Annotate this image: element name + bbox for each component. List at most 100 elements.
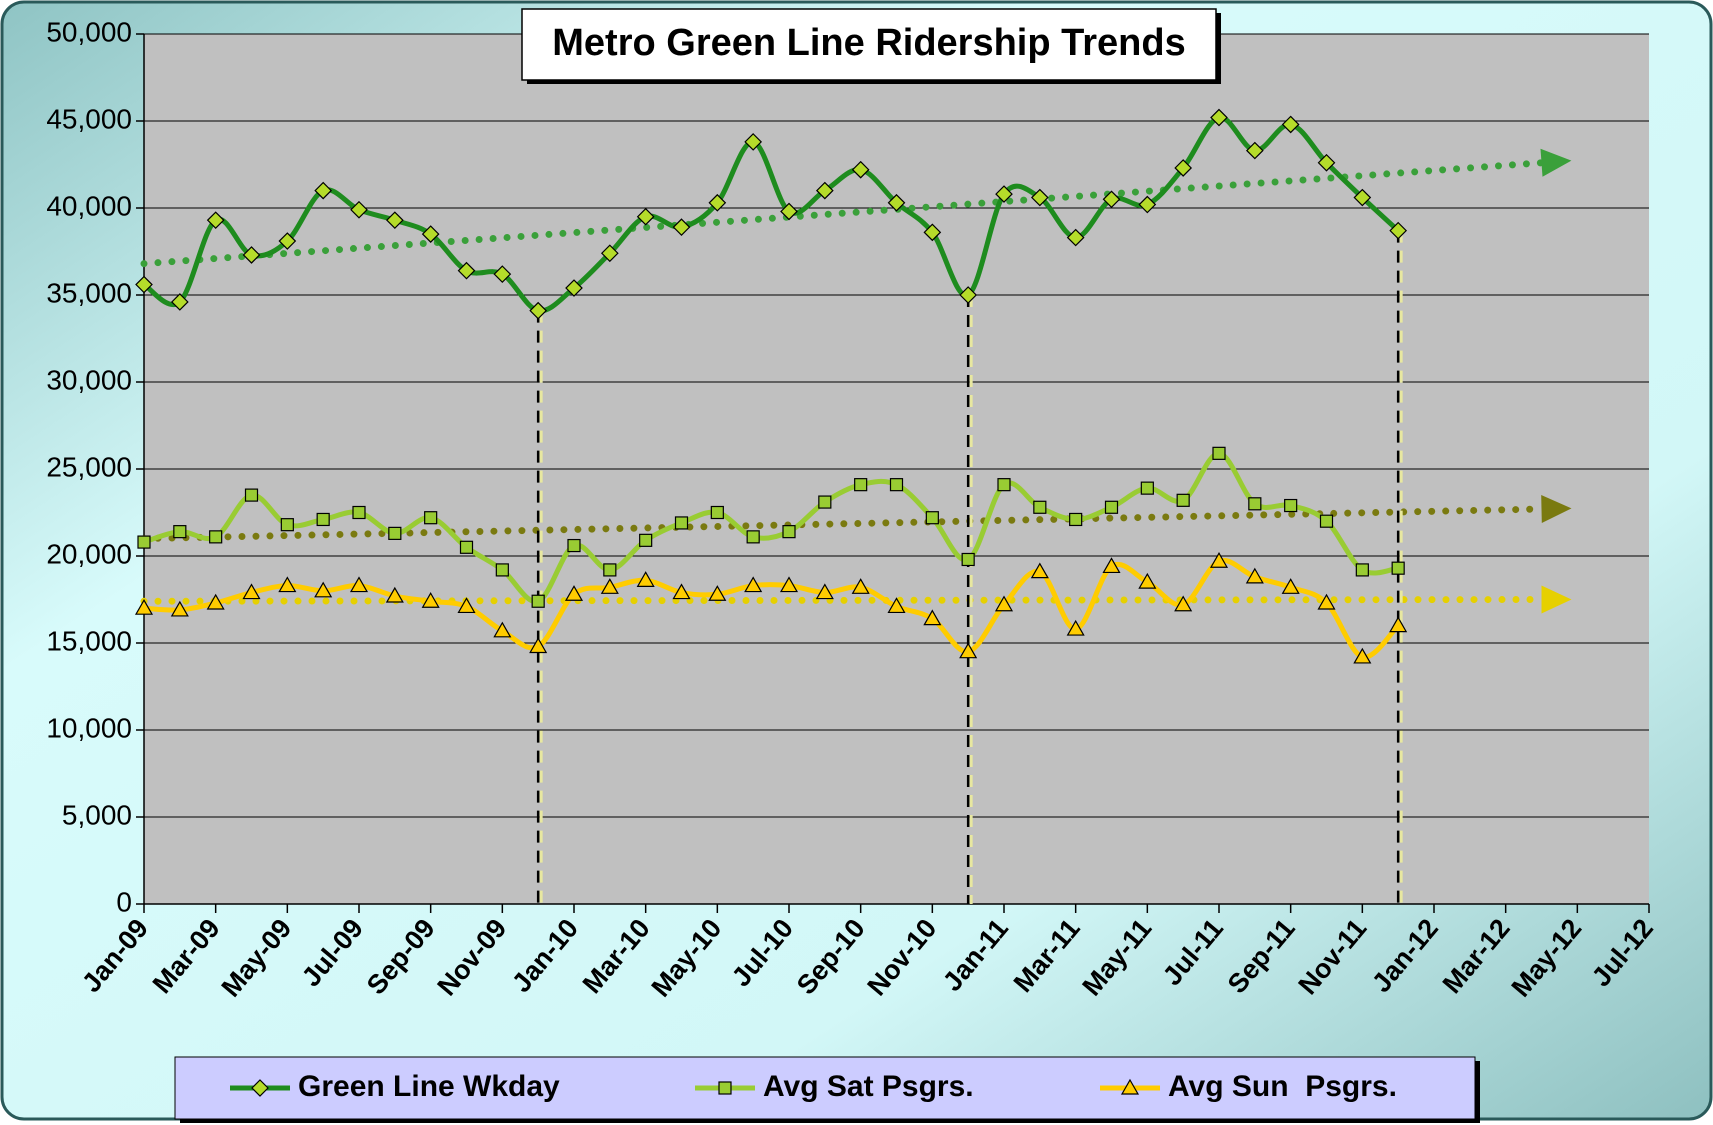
data-point [779,576,799,593]
data-point [1138,195,1157,214]
y-tick-label: 0 [116,886,132,917]
data-point [459,540,474,554]
data-point [206,593,225,610]
data-point [1140,481,1154,495]
data-point [1102,557,1121,574]
data-point [493,621,512,638]
data-point [1389,616,1408,633]
data-point [244,488,259,502]
data-point [278,232,297,250]
data-point [1245,567,1264,584]
data-point [1066,228,1085,247]
data-point [170,293,189,311]
data-point [636,207,655,226]
data-point [1069,512,1083,527]
data-point [424,511,438,525]
data-point [316,512,330,527]
y-tick-label: 40,000 [46,190,132,221]
legend-marker [1120,1078,1140,1095]
data-point [352,505,366,520]
y-tick-label: 10,000 [46,712,132,743]
data-point [421,592,440,608]
data-point [1281,578,1300,594]
data-point [314,181,333,200]
data-point [206,211,225,230]
data-point [209,530,223,544]
chart-title: Metro Green Line Ridership Trends [552,22,1185,64]
data-point [173,525,187,539]
data-point [137,535,151,549]
data-point [385,211,404,230]
data-point [1102,190,1121,209]
data-point [529,637,548,654]
data-point [457,597,476,614]
data-point [600,578,619,594]
data-point [744,133,763,151]
data-point [1066,619,1085,636]
legend-label: Avg Sun Psgrs. [1168,1070,1397,1103]
data-point [997,478,1011,492]
trend-arrow [1541,495,1572,524]
data-point [887,597,906,614]
data-point [242,246,261,264]
data-point [923,223,942,242]
data-point [710,505,724,520]
data-point [1245,141,1264,160]
data-point [1138,572,1157,589]
y-tick-label: 50,000 [46,16,132,47]
y-tick-label: 15,000 [46,625,132,656]
data-point [1209,552,1229,568]
data-point [744,576,763,593]
data-point [674,516,689,530]
data-point [889,478,904,492]
data-point [1030,188,1049,207]
data-point [1317,153,1336,172]
data-point [815,583,834,600]
data-point [994,595,1014,612]
y-tick-label: 45,000 [46,103,132,134]
data-point [1104,500,1119,514]
data-point [1033,500,1047,514]
data-point [242,583,261,600]
data-point [780,202,798,221]
trend-arrow [1541,585,1572,614]
legend: Green Line Wkday Avg Sat Psgrs. Avg Sun Ps… [230,1070,1397,1103]
data-point [1391,561,1405,575]
data-point [1210,108,1228,127]
data-point [1248,497,1262,511]
trendline [140,596,1545,605]
data-point [457,261,476,280]
data-point [495,563,509,577]
data-point [135,275,153,294]
legend-marker [251,1079,269,1097]
data-point [1389,221,1408,240]
data-point [385,586,404,603]
y-tick-label: 35,000 [46,277,132,308]
data-point [1030,562,1049,579]
title-box [521,8,1217,81]
data-point [564,585,584,601]
y-tick-label: 20,000 [46,538,132,569]
data-point [278,576,297,593]
trend-arrow [1540,148,1572,177]
data-point [388,526,402,540]
data-point [818,495,832,509]
y-tick-label: 25,000 [46,451,132,482]
data-point [708,193,727,212]
data-point [1353,647,1372,664]
data-point [1317,593,1336,610]
data-point [851,160,870,179]
trendline [140,505,1545,543]
data-point [1284,498,1298,513]
data-point [567,538,581,553]
data-point [959,642,978,659]
data-point [1212,446,1226,460]
data-point [1174,595,1193,612]
data-point [887,193,906,212]
legend-box [174,1056,1476,1120]
data-point [923,609,942,626]
data-point [782,525,796,539]
data-point [639,533,653,547]
data-point [565,279,583,297]
